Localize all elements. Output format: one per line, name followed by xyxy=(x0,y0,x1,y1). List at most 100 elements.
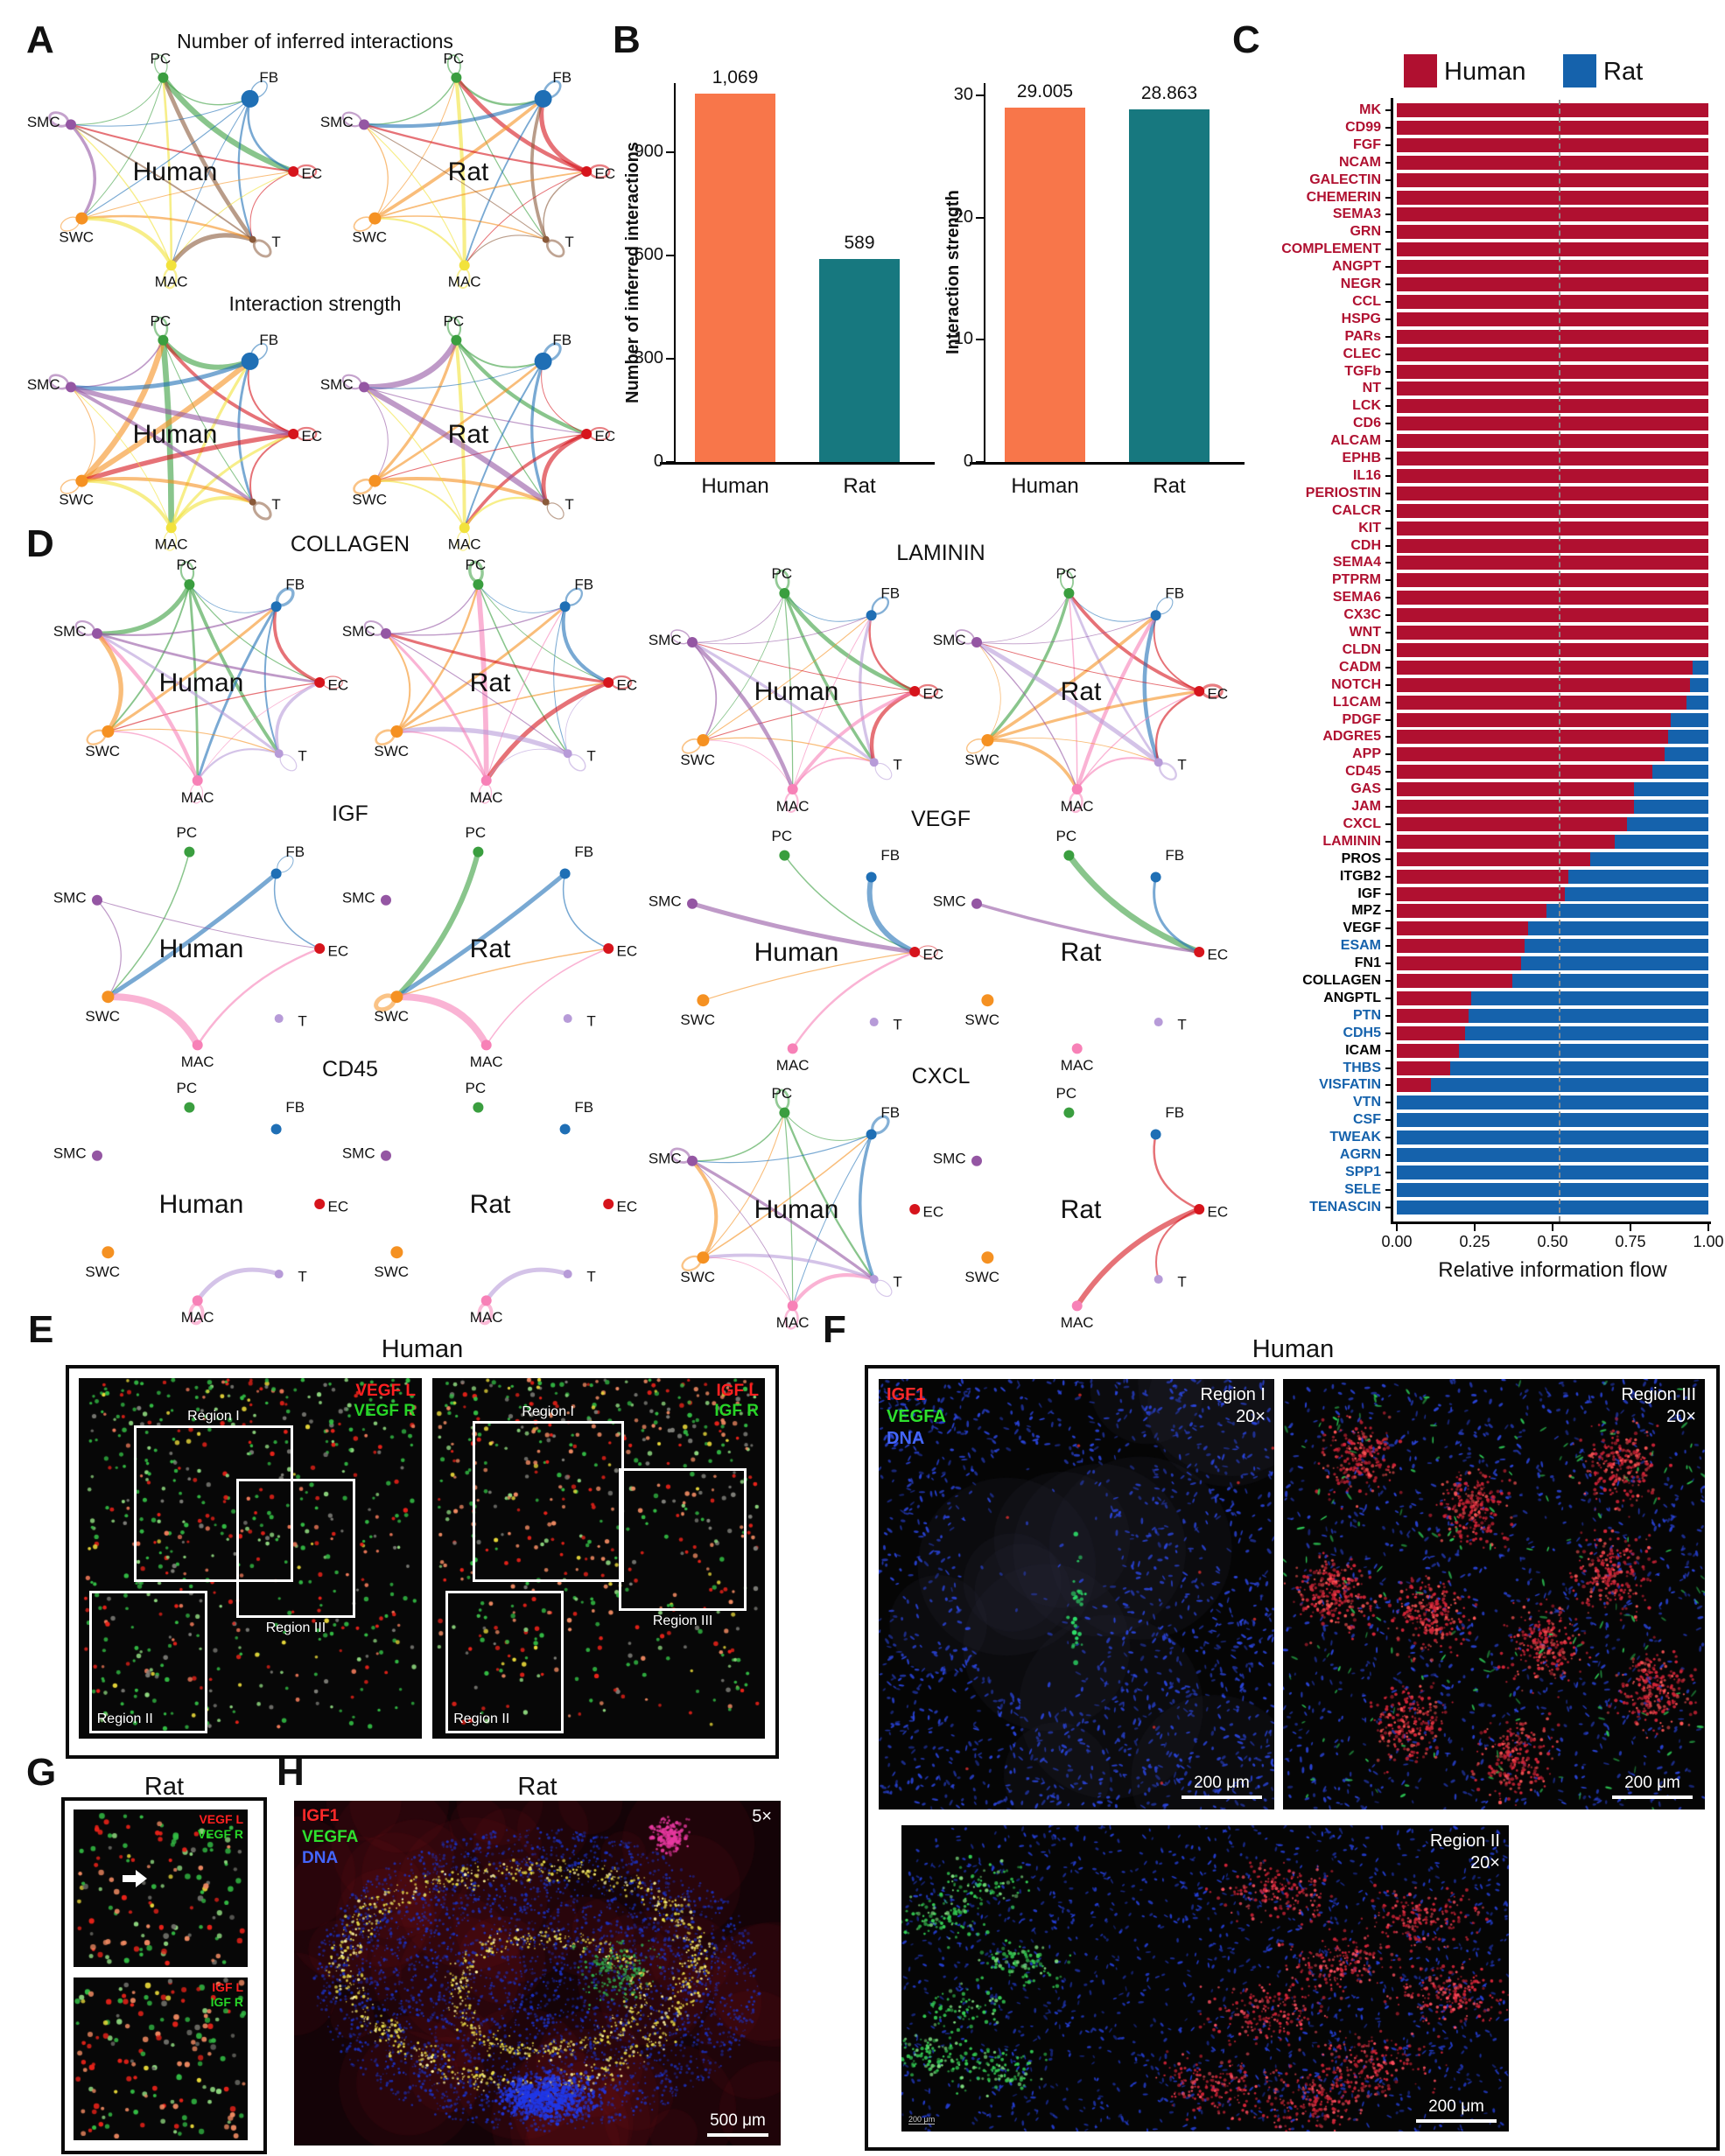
node-PC xyxy=(451,334,462,346)
bar-human-CCL xyxy=(1397,294,1708,309)
magnification-label: 20× xyxy=(1236,1407,1266,1426)
pathway-label-MPZ: MPZ xyxy=(1351,903,1381,919)
edge-FB-T xyxy=(530,360,548,504)
row-tick xyxy=(1385,318,1391,320)
node-EC xyxy=(314,677,326,688)
node-T xyxy=(869,1018,879,1027)
edge-T-MAC xyxy=(196,748,280,782)
bar-rat-VISFATIN xyxy=(1431,1078,1708,1093)
bar-human-ITGB2 xyxy=(1397,869,1568,884)
node-label-SMC: SMC xyxy=(320,114,354,130)
node-label-T: T xyxy=(1177,1273,1186,1290)
bar-rat-NOTCH xyxy=(1690,677,1708,692)
node-label-FB: FB xyxy=(574,1099,593,1116)
node-SWC xyxy=(75,474,88,487)
edge-T-SWC xyxy=(701,1253,876,1281)
node-T xyxy=(274,1270,284,1279)
pathway-label-VEGF: VEGF xyxy=(1343,920,1381,936)
edge-EC-SWC xyxy=(396,682,610,732)
bar-human-APP xyxy=(1397,747,1665,762)
edge-FB-SWC xyxy=(106,605,278,733)
bar-human-SEMA6 xyxy=(1397,591,1708,606)
network-species-label: Human xyxy=(133,420,218,449)
row-tick xyxy=(1385,1049,1391,1052)
node-label-T: T xyxy=(893,1273,901,1290)
bar-rat-TWEAK xyxy=(1397,1130,1708,1145)
edge-PC-SWC xyxy=(373,339,459,483)
region-label: Region III xyxy=(1621,1385,1696,1404)
edge-FB-SWC xyxy=(702,614,873,741)
node-SWC xyxy=(102,1246,115,1259)
node-SMC xyxy=(381,894,391,906)
edge-PC-SMC xyxy=(691,592,785,643)
bar-human-CHEMERIN xyxy=(1397,190,1708,205)
node-label-EC: EC xyxy=(302,165,323,182)
node-label-EC: EC xyxy=(617,1198,638,1214)
edge-T-SMC xyxy=(361,384,549,505)
vegf-r-label: VEGF R xyxy=(354,1401,416,1420)
edge-EC-SMC xyxy=(691,641,915,692)
row-tick xyxy=(1385,284,1391,285)
node-SMC xyxy=(687,1155,698,1166)
bar-human xyxy=(1005,107,1085,462)
edge-T-MAC xyxy=(463,496,547,529)
pathway-label-SEMA3: SEMA3 xyxy=(1332,206,1381,222)
region-iii-box: Region III xyxy=(618,1468,747,1628)
row-tick xyxy=(1385,597,1391,599)
row-tick xyxy=(1385,875,1391,878)
y-tick-label: 10 xyxy=(953,329,973,349)
pathway-label-CLDN: CLDN xyxy=(1342,641,1381,657)
bar-rat-ADGRE5 xyxy=(1668,730,1708,745)
edge-MAC-SMC xyxy=(384,632,488,782)
node-label-MAC: MAC xyxy=(155,536,188,552)
node-SWC xyxy=(102,990,115,1004)
node-EC xyxy=(1194,1204,1205,1214)
node-label-EC: EC xyxy=(617,942,638,959)
row-tick xyxy=(1385,509,1391,512)
node-FB xyxy=(1150,872,1161,883)
network-species-label: Rat xyxy=(1061,1195,1102,1224)
igf1-stain-label: IGF1 xyxy=(887,1385,926,1404)
bar-rat-VTN xyxy=(1397,1096,1708,1110)
row-tick xyxy=(1385,1067,1391,1069)
node-label-EC: EC xyxy=(1208,685,1229,702)
x-axis-title: Relative information flow xyxy=(1438,1257,1667,1282)
edge-T-MAC xyxy=(484,1267,571,1303)
row-tick xyxy=(1385,980,1391,982)
node-PC xyxy=(779,850,790,861)
edge-T-SWC xyxy=(373,477,548,504)
row-tick xyxy=(1385,178,1391,181)
panel-f-title: Human xyxy=(1252,1335,1335,1363)
igf-r-label: IGF R xyxy=(210,1994,243,2009)
scale-label: 200 μm xyxy=(1624,1774,1680,1792)
panel-g-igf-image: IGF L IGF R xyxy=(74,1978,248,2140)
y-tick-label: 20 xyxy=(953,206,973,227)
edge-EC-SMC xyxy=(384,632,610,684)
pathway-label-SEMA6: SEMA6 xyxy=(1332,590,1381,606)
region-ii-label: Region II xyxy=(453,1711,510,1726)
node-PC xyxy=(184,1102,195,1113)
node-label-PC: PC xyxy=(465,824,486,841)
panel-f-region-i-image: IGF1 VEGFA DNA Region I 20× 200 μm xyxy=(879,1379,1274,1810)
self-loop-T xyxy=(545,239,565,258)
edge-PC-EC xyxy=(454,338,589,437)
panel-e-title: Human xyxy=(381,1335,464,1363)
network-species-label: Rat xyxy=(470,934,511,963)
edge-MAC-SWC xyxy=(80,216,173,268)
edge-EC-SMC xyxy=(976,641,1200,692)
edge-PC-FB xyxy=(783,1112,873,1141)
edge-FB-SWC xyxy=(105,871,279,999)
edge-PC-SMC xyxy=(691,1111,786,1162)
panel-a-letter: A xyxy=(26,18,54,61)
node-T xyxy=(542,498,550,506)
bar-value: 29.005 xyxy=(1016,80,1074,102)
network-a-num-rat: PC FB EC T MAC SWC SMC Rat xyxy=(320,51,615,290)
edge-PC-EC xyxy=(161,338,296,436)
bar-rat-ESAM xyxy=(1525,939,1708,954)
x-tick-label: 0.75 xyxy=(1615,1232,1646,1250)
bar-human-CALCR xyxy=(1397,503,1708,518)
edge-EC-MAC xyxy=(462,432,589,530)
node-T xyxy=(563,1270,572,1279)
pathway-label-ADGRE5: ADGRE5 xyxy=(1322,729,1381,745)
node-label-PC: PC xyxy=(150,313,171,330)
